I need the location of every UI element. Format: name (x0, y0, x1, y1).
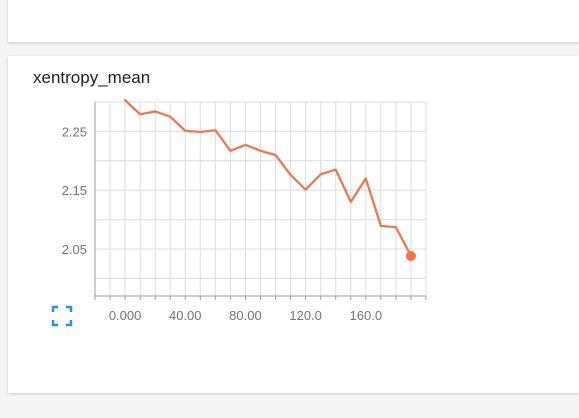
x-tick-label: 80.00 (229, 308, 262, 323)
chart-card: xentropy_mean 2.05 2.15 2.25 0.000 40.00 80.… (8, 56, 579, 393)
fullscreen-expand-icon (51, 305, 73, 327)
line-chart: 2.05 2.15 2.25 0.000 40.00 80.00 120.0 160.0 (62, 99, 427, 323)
y-tick-label: 2.05 (62, 242, 87, 257)
axes (94, 102, 427, 300)
x-tick-label: 40.00 (169, 308, 202, 323)
x-tick-label: 120.0 (289, 308, 322, 323)
y-tick-label: 2.15 (62, 183, 87, 198)
chart-title: xentropy_mean (33, 68, 151, 87)
grid-lines (94, 101, 427, 296)
y-tick-labels: 2.05 2.15 2.25 (62, 124, 87, 257)
x-tick-label: 160.0 (350, 308, 383, 323)
last-point-marker (405, 251, 416, 262)
series-line (123, 99, 413, 258)
x-tick-labels: 0.000 40.00 80.00 120.0 160.0 (109, 308, 382, 323)
fullscreen-expand-button[interactable] (51, 305, 73, 327)
x-tick-label: 0.000 (109, 308, 142, 323)
top-card (8, 0, 579, 42)
y-tick-label: 2.25 (62, 124, 87, 139)
series-group (123, 99, 416, 262)
